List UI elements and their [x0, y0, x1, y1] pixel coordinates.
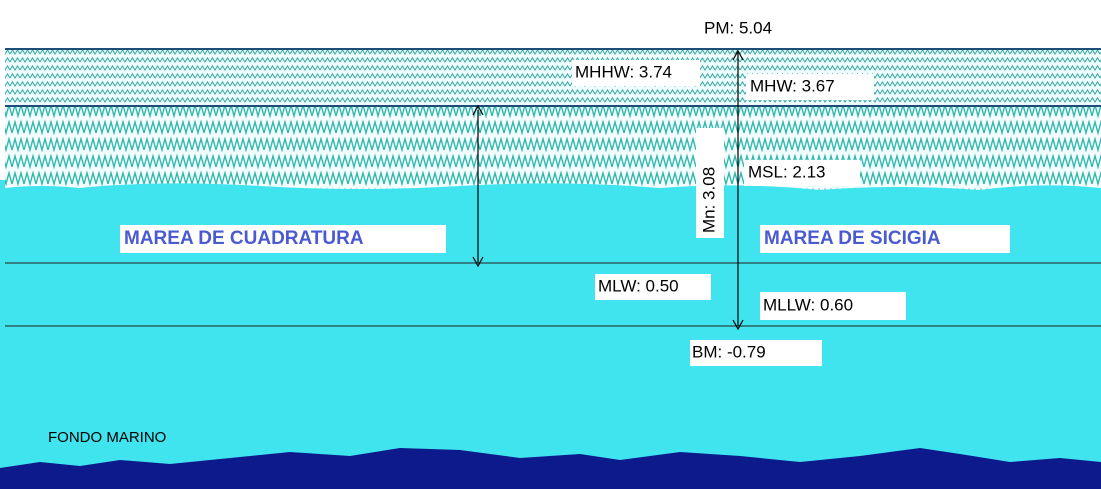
label-box [595, 274, 711, 300]
label-box [572, 60, 700, 86]
mllw-label: MLLW: 0.60 [763, 295, 853, 314]
arrows [472, 49, 744, 331]
spring-tide-label: MAREA DE SICIGIA [764, 228, 941, 249]
mhhw-label: MHHW: 3.74 [575, 62, 672, 81]
label-box [690, 340, 822, 366]
pm-label: PM: 5.04 [704, 18, 772, 37]
mhw-label: MHW: 3.67 [750, 76, 835, 95]
upper-band [5, 49, 1101, 106]
label-box [696, 128, 724, 238]
label-box [120, 225, 446, 253]
neap-tide-label: MAREA DE CUADRATURA [124, 228, 364, 249]
label-box [760, 225, 1010, 253]
label-box [744, 160, 860, 186]
label-box [700, 16, 810, 42]
label-box [760, 292, 906, 320]
seabed [0, 448, 1101, 489]
seabed-label: FONDO MARINO [48, 429, 166, 446]
msl-label: MSL: 2.13 [748, 162, 826, 181]
bm-label: BM: -0.79 [692, 342, 766, 361]
mn-label: Mn: 3.08 [699, 167, 718, 233]
mlw-label: MLW: 0.50 [598, 276, 679, 295]
middle-band [5, 106, 1101, 190]
label-box [746, 74, 874, 100]
